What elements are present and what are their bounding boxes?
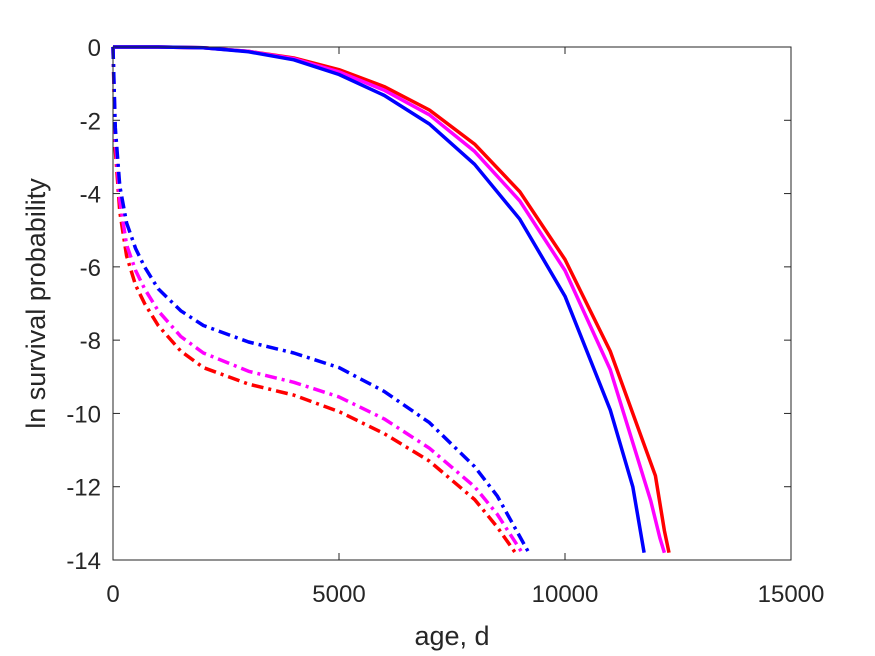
y-axis-label: ln survival probability	[21, 178, 51, 429]
y-tick-label: -8	[80, 328, 101, 355]
x-axis-label: age, d	[414, 621, 489, 651]
series-line-1	[113, 45, 671, 554]
y-tick-label: -14	[66, 548, 101, 575]
plot-frame	[112, 46, 792, 561]
x-tick-label: 5000	[312, 581, 365, 608]
x-tick-label: 15000	[758, 581, 825, 608]
series-line-4	[111, 46, 517, 554]
y-tick-label: 0	[88, 35, 101, 62]
y-tick-label: -2	[80, 108, 101, 135]
y-tick-label: -10	[66, 401, 101, 428]
x-tick-label: 10000	[532, 581, 599, 608]
y-tick-label: -12	[66, 475, 101, 502]
series-line-6	[111, 46, 531, 554]
x-tick-label: 0	[106, 581, 119, 608]
y-tick-label: -6	[80, 255, 101, 282]
y-tick-label: -4	[80, 182, 101, 209]
axis-ticks: 0 5000 10000 15000 0 -2 -4 -6 -8 -10 -12 -14	[66, 35, 824, 608]
series-line-3	[113, 45, 646, 553]
series-lines	[111, 45, 671, 554]
series-line-2	[113, 45, 667, 554]
series-line-5	[111, 46, 524, 554]
